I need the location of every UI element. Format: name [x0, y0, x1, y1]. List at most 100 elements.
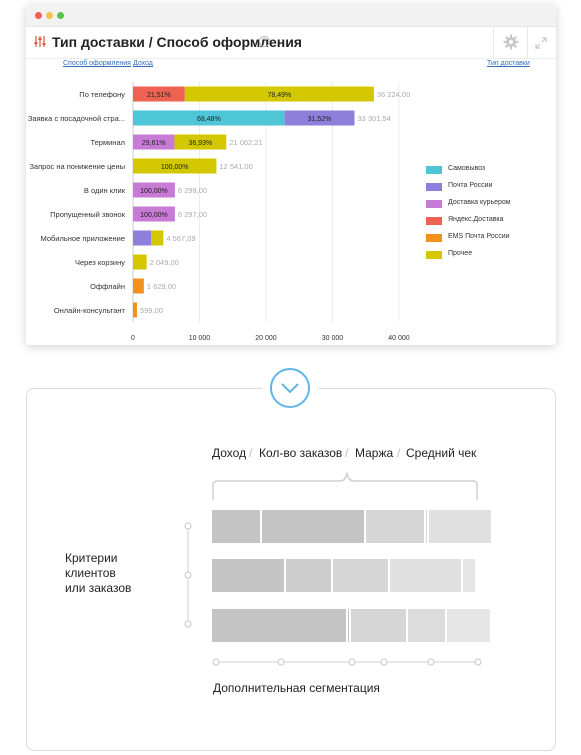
x-tick-label: 30 000: [322, 335, 344, 342]
bar-segment: [174, 134, 227, 150]
segment-block: [212, 510, 260, 543]
segment-label: 29,61%: [142, 140, 166, 147]
total-label: 6 298,00: [178, 186, 207, 195]
criteria-label: Критерии клиентов или заказов: [65, 551, 131, 596]
legend-label: Яндекс.Доставка: [448, 216, 504, 223]
category-label: В один клик: [84, 186, 126, 195]
window-titlebar: [26, 4, 556, 27]
segment-label: 21,51%: [147, 92, 171, 99]
segment-label: 36,93%: [188, 140, 212, 147]
segment-label: 100,00%: [161, 164, 189, 171]
criteria-line: клиентов: [65, 566, 116, 580]
bar-segment: [133, 302, 137, 318]
chevron-down-icon[interactable]: [270, 368, 310, 408]
category-label: Заявка с посадочной стра...: [28, 114, 125, 123]
legend-label: Почта России: [448, 182, 493, 189]
criteria-node: [184, 571, 192, 579]
criteria-line: или заказов: [65, 581, 132, 595]
tab-delivery-type[interactable]: Тип доставки: [487, 60, 530, 67]
segment-label: 100,00%: [140, 212, 168, 219]
legend-swatch: [426, 166, 442, 174]
bar-segment: [284, 110, 355, 126]
metric-income: Доход: [212, 446, 247, 460]
tab-income[interactable]: Доход: [133, 60, 153, 67]
maximize-window-icon[interactable]: [57, 12, 64, 19]
segment-block: [212, 559, 285, 592]
bar-segment: [133, 278, 144, 294]
segmentation-node: [348, 658, 356, 666]
legend-swatch: [426, 251, 442, 259]
total-label: 36 224,00: [377, 90, 410, 99]
segment-label: 68,48%: [197, 116, 221, 123]
report-window: Тип доставки / Способ оформления ?: [26, 4, 556, 345]
total-label: 4 567,09: [166, 234, 195, 243]
segment-block: [332, 559, 388, 592]
category-label: Мобильное приложение: [41, 234, 126, 243]
metric-order-count: Кол-во заказов: [259, 446, 343, 460]
segment-block: [212, 609, 346, 642]
category-label: Терминал: [90, 138, 125, 147]
segmentation-node: [474, 658, 482, 666]
report-header: Тип доставки / Способ оформления ?: [26, 26, 556, 59]
header-divider: [527, 26, 528, 58]
legend-swatch: [426, 234, 442, 242]
expand-icon[interactable]: [535, 36, 547, 49]
legend-swatch: [426, 217, 442, 225]
metric-separator: /: [397, 446, 401, 460]
segment-label: 100,00%: [140, 188, 168, 195]
total-label: 21 062,21: [229, 138, 262, 147]
legend-swatch: [426, 183, 442, 191]
help-icon[interactable]: ?: [259, 36, 270, 47]
total-label: 2 049,00: [150, 258, 179, 267]
bar-segment: [184, 86, 374, 102]
segmentation-node: [427, 658, 435, 666]
segment-block: [350, 609, 407, 642]
bar-segment: [133, 206, 175, 222]
gear-icon[interactable]: [503, 34, 519, 50]
metrics-bracket: [212, 471, 478, 500]
segmentation-node: [380, 658, 388, 666]
bar-segment: [133, 230, 152, 246]
header-divider: [493, 26, 494, 58]
segment-label: 31,52%: [308, 116, 332, 123]
bar-segment: [133, 110, 285, 126]
bar-segment: [151, 230, 164, 246]
bar-segment: [133, 86, 185, 102]
stacked-bar-chart: 0 10 000 20 000 30 000 40 000 По телефону 21,5…: [28, 82, 410, 342]
category-label: По телефону: [79, 90, 125, 99]
total-label: 33 301,54: [357, 114, 390, 123]
segment-block: [261, 510, 364, 543]
page-title: Тип доставки / Способ оформления: [52, 34, 302, 50]
tab-order-method[interactable]: Способ оформления: [63, 60, 131, 67]
x-tick-label: 20 000: [255, 335, 277, 342]
category-label: Через корзину: [75, 258, 125, 267]
segment-block: [347, 609, 349, 642]
segment-block: [447, 609, 491, 642]
segment-block: [286, 559, 331, 592]
legend-label: Доставка курьером: [448, 199, 511, 206]
metric-margin: Маржа: [355, 446, 394, 460]
total-label: 12 541,00: [219, 162, 252, 171]
category-label: Оффлайн: [90, 282, 125, 291]
legend-label: Самовывоз: [448, 165, 486, 172]
metric-average-check: Средний чек: [406, 446, 477, 460]
minimize-window-icon[interactable]: [46, 12, 53, 19]
category-label: Пропущенный звонок: [50, 210, 126, 219]
category-label: Запрос на понижение цены: [29, 162, 125, 171]
metric-separator: /: [249, 446, 253, 460]
close-window-icon[interactable]: [35, 12, 42, 19]
legend-swatch: [426, 200, 442, 208]
metric-separator: /: [345, 446, 349, 460]
segment-block: [365, 510, 424, 543]
segment-label: 78,49%: [267, 92, 291, 99]
total-label: 6 297,00: [178, 210, 207, 219]
segment-block: [429, 510, 491, 543]
sliders-icon[interactable]: [34, 35, 46, 48]
x-tick-label: 40 000: [388, 335, 410, 342]
legend-label: Прочее: [448, 250, 473, 257]
criteria-line: Критерии: [65, 551, 118, 565]
category-label: Онлайн-консультант: [54, 306, 126, 315]
bar-segment: [133, 182, 175, 198]
legend-label: EMS Почта России: [448, 233, 510, 240]
